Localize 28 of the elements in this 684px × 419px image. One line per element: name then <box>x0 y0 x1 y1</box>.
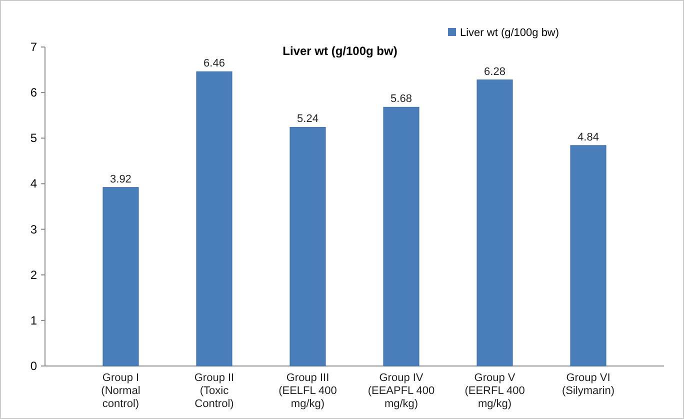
y-tick-label: 4 <box>30 176 38 191</box>
bar <box>196 71 232 366</box>
y-tick-label: 5 <box>30 131 38 146</box>
bar <box>290 126 326 366</box>
data-label: 6.28 <box>484 66 506 78</box>
data-label: 6.46 <box>204 58 225 70</box>
data-label: 3.92 <box>110 173 132 186</box>
legend-label: Liver wt (g/100g bw) <box>460 27 560 39</box>
data-label: 5.68 <box>390 93 412 106</box>
y-tick-label: 2 <box>30 268 38 282</box>
x-tick-label: Group VI (Silymarin) <box>562 372 615 397</box>
y-tick-label: 1 <box>30 313 38 328</box>
y-tick-label: 0 <box>30 359 38 373</box>
y-tick-label: 6 <box>30 86 38 100</box>
x-tick-label: Group II (Toxic Control) <box>194 372 234 410</box>
chart-title: Liver wt (g/100g bw) <box>282 44 398 58</box>
x-tick-label: Group IV (EEAPFL 400 mg/kg) <box>368 372 435 410</box>
x-tick-label: Group I (Normal control) <box>101 372 140 410</box>
x-tick-label: Group III (EELFL 400 mg/kg) <box>278 372 337 410</box>
bar <box>102 187 139 366</box>
y-tick-label: 7 <box>30 40 38 54</box>
bar <box>383 106 420 366</box>
data-label: 5.24 <box>297 113 318 126</box>
x-tick-label: Group V (EERFL 400 mg/kg) <box>464 372 525 410</box>
data-label: 4.84 <box>578 131 599 144</box>
bar <box>476 80 513 366</box>
y-tick-label: 3 <box>30 222 38 236</box>
bar <box>570 145 606 366</box>
